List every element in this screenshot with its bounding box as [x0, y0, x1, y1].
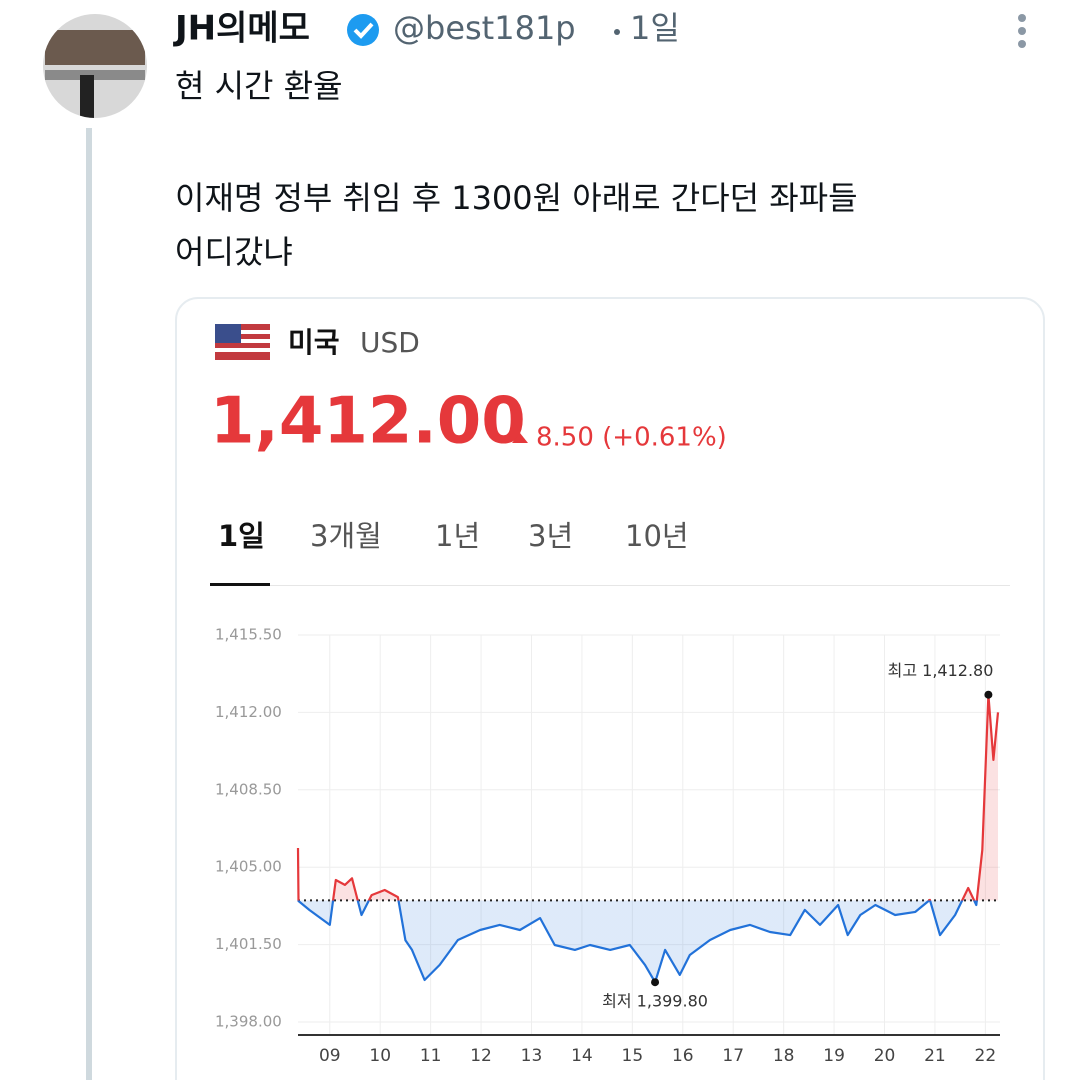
- x-tick-label: 20: [874, 1046, 896, 1066]
- annotation-dot: [651, 978, 660, 987]
- tab[interactable]: 1년: [435, 519, 480, 553]
- y-tick-label: 1,415.50: [215, 626, 282, 644]
- y-tick-label: 1,398.00: [215, 1013, 282, 1031]
- tab[interactable]: 3개월: [310, 519, 382, 553]
- more-menu[interactable]: [1018, 14, 1026, 48]
- card[interactable]: [175, 297, 1045, 1080]
- x-tick-label: 15: [622, 1046, 644, 1066]
- x-tick-label: 22: [975, 1046, 997, 1066]
- x-tick-label: 16: [672, 1046, 694, 1066]
- y-tick-label: 1,412.00: [215, 703, 282, 721]
- tab-underline: [210, 583, 270, 586]
- thread-line: [86, 128, 92, 1080]
- x-tick-label: 13: [521, 1046, 543, 1066]
- time[interactable]: 1일: [630, 9, 680, 47]
- x-tick-label: 10: [369, 1046, 391, 1066]
- tweet-text: 이재명 정부 취임 후 1300원 아래로 간다던 좌파들: [175, 179, 858, 217]
- y-tick-label: 1,408.50: [215, 780, 282, 798]
- plot: 1,415.50 1,412.00 1,408.50 1,405.00 1,401.50…: [215, 626, 1000, 1066]
- tab[interactable]: 10년: [625, 519, 689, 553]
- tab-divider: [210, 585, 1010, 586]
- x-tick-label: 11: [420, 1046, 442, 1066]
- line: [296, 693, 1000, 984]
- annotation-label: 최고 1,412.80: [888, 661, 994, 680]
- x-tick-label: 19: [823, 1046, 845, 1066]
- currency: USD: [360, 326, 420, 359]
- verified-badge: [347, 14, 379, 46]
- handle[interactable]: @best181p: [393, 9, 576, 47]
- x-tick-label: 21: [924, 1046, 946, 1066]
- y-tick-label: 1,405.00: [215, 858, 282, 876]
- price: 1,412.00: [210, 385, 526, 459]
- separator: [614, 29, 620, 35]
- author-name[interactable]: JH의메모: [173, 9, 310, 49]
- flag: [215, 324, 270, 360]
- tweet-text: 현 시간 환율: [175, 67, 343, 105]
- y-tick-label: 1,401.50: [215, 935, 282, 953]
- avatar[interactable]: [40, 10, 150, 122]
- annotation-label: 최저 1,399.80: [602, 992, 708, 1011]
- tweet-text: 어디갔냐: [175, 233, 293, 271]
- x-tick-label: 12: [470, 1046, 492, 1066]
- tab[interactable]: 3년: [528, 519, 573, 553]
- annotation-dot: [984, 690, 993, 699]
- x-tick-label: 14: [571, 1046, 593, 1066]
- tab-active[interactable]: 1일: [218, 519, 265, 553]
- up-arrow: [512, 433, 528, 443]
- x-tick-label: 18: [773, 1046, 795, 1066]
- change: 8.50 (+0.61%): [536, 423, 727, 453]
- area: [298, 694, 998, 983]
- x-tick-label: 09: [319, 1046, 341, 1066]
- country: 미국: [288, 326, 340, 359]
- x-tick-label: 17: [722, 1046, 744, 1066]
